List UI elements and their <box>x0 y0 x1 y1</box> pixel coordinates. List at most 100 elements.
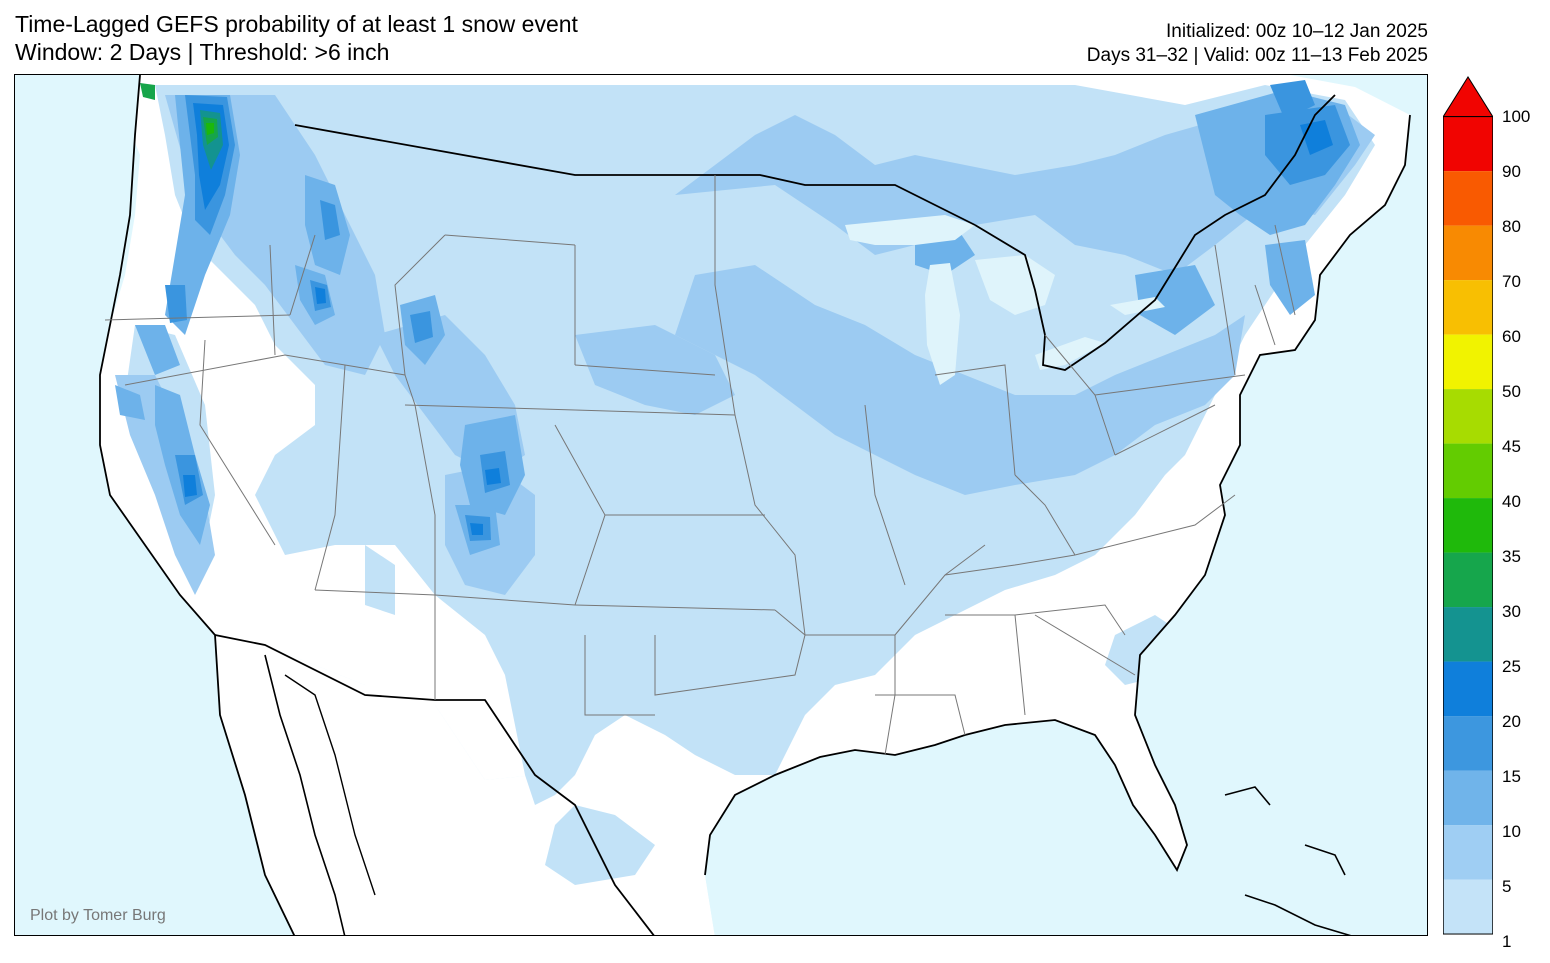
state-border-36 <box>1014 604 1126 636</box>
state-border-30 <box>1114 404 1216 456</box>
national-border-0 <box>99 75 296 935</box>
colorbar-segment-13 <box>1443 171 1493 226</box>
title-line-1: Time-Lagged GEFS probability of at least… <box>15 11 578 37</box>
chart-subtitle: Initialized: 00z 10–12 Jan 2025 Days 31–… <box>1087 20 1428 68</box>
shade-30pct-1 <box>140 83 155 100</box>
state-border-27 <box>934 364 1016 476</box>
shade-1pct-1 <box>545 805 655 885</box>
state-border-10 <box>404 404 576 411</box>
state-border-3 <box>124 354 346 386</box>
plot-credit: Plot by Tomer Burg <box>30 907 166 924</box>
ocean-mask-1 <box>705 115 1427 935</box>
init-time: Initialized: 00z 10–12 Jan 2025 <box>1166 21 1428 42</box>
colorbar-segment-11 <box>1443 280 1493 335</box>
state-border-28 <box>1014 474 1076 556</box>
shade-10pct-9 <box>1135 265 1215 335</box>
shade-5pct-5 <box>115 375 215 595</box>
shade-35pct-0 <box>206 123 214 135</box>
shade-5pct-2 <box>675 265 1245 495</box>
state-border-8 <box>444 234 576 246</box>
political-borders <box>99 75 1411 935</box>
colorbar-extend-arrow <box>1443 76 1493 118</box>
shade-1pct-4 <box>365 545 395 615</box>
land-mexico <box>215 635 654 935</box>
colorbar-outline <box>1443 116 1493 935</box>
national-border-1 <box>294 124 976 226</box>
state-border-13 <box>434 594 576 606</box>
state-border-20 <box>734 414 806 636</box>
colorbar-segment-12 <box>1443 225 1493 281</box>
state-border-2 <box>269 244 276 356</box>
national-border-2 <box>974 94 1336 371</box>
state-border-37 <box>1034 614 1136 676</box>
colorbar-segments <box>1443 76 1493 935</box>
colorbar-segment-7 <box>1443 498 1493 553</box>
state-border-38 <box>875 694 966 736</box>
colorbar-tick-label: 50 <box>1502 382 1521 401</box>
state-border-14 <box>574 364 716 376</box>
state-border-26 <box>864 404 906 586</box>
shade-20pct-4 <box>183 475 197 497</box>
chart-title: Time-Lagged GEFS probability of at least… <box>15 10 578 66</box>
colorbar-tick-label: 40 <box>1502 492 1521 511</box>
colorbar-tick-label: 100 <box>1502 107 1531 126</box>
colorbar-tick-label: 20 <box>1502 712 1521 731</box>
bahamas-coast-2 <box>1304 844 1346 876</box>
shade-5pct-6 <box>575 325 735 415</box>
shade-10pct-10 <box>135 325 180 375</box>
land-canada <box>110 75 1290 80</box>
shade-10pct-8 <box>1265 240 1315 315</box>
colorbar-segment-4 <box>1443 661 1493 717</box>
state-border-31 <box>1094 374 1246 396</box>
colorbar-tick-label: 60 <box>1502 327 1521 346</box>
colorbar-segment-14 <box>1443 116 1493 172</box>
colorbar-segment-9 <box>1443 389 1493 444</box>
map-panel <box>14 74 1428 936</box>
state-border-15 <box>574 409 736 416</box>
state-border-18 <box>574 604 776 611</box>
state-border-40 <box>584 635 655 716</box>
state-border-4 <box>199 339 276 546</box>
state-border-7 <box>394 234 446 376</box>
valid-time: Days 31–32 | Valid: 00z 11–13 Feb 2025 <box>1086 45 1428 66</box>
colorbar-tick-label: 45 <box>1502 437 1521 456</box>
colorbar-tick-label: 15 <box>1502 767 1521 786</box>
title-line-2: Window: 2 Days | Threshold: >6 inch <box>15 39 390 65</box>
lake-michigan <box>925 263 960 385</box>
state-border-12 <box>314 589 436 596</box>
colorbar-tick-label: 80 <box>1502 217 1521 236</box>
colorbar-tick-label: 5 <box>1502 877 1512 896</box>
colorbar <box>1443 76 1493 935</box>
state-border-32 <box>1214 244 1236 376</box>
lake-ontario <box>1110 297 1165 315</box>
lake-superior <box>845 215 975 245</box>
shade-15pct-9 <box>1270 80 1315 120</box>
state-border-33 <box>1254 284 1276 346</box>
shade-1pct-0 <box>155 85 1375 805</box>
state-border-25 <box>1074 494 1236 556</box>
state-border-11 <box>414 404 436 700</box>
colorbar-tick-label: 30 <box>1502 602 1521 621</box>
colorbar-segment-8 <box>1443 443 1493 499</box>
colorbar-tick-label: 90 <box>1502 162 1521 181</box>
shade-20pct-1 <box>315 287 326 304</box>
shade-20pct-3 <box>470 523 483 535</box>
cuba-coast <box>1244 894 1352 935</box>
colorbar-segment-10 <box>1443 334 1493 390</box>
baja-coast <box>264 654 346 935</box>
state-border-5 <box>314 364 346 591</box>
lake-erie <box>1035 337 1105 370</box>
colorbar-segment-2 <box>1443 770 1493 826</box>
shade-10pct-11 <box>115 385 145 420</box>
shade-15pct-7 <box>165 285 187 323</box>
state-border-1 <box>289 234 316 316</box>
state-border-0 <box>104 314 291 321</box>
national-border-4 <box>704 114 1411 876</box>
colorbar-tick-label: 70 <box>1502 272 1521 291</box>
colorbar-tick-label: 35 <box>1502 547 1521 566</box>
colorbar-tick-label: 1 <box>1502 932 1512 951</box>
lake-huron <box>975 255 1055 315</box>
colorbar-segment-5 <box>1443 607 1493 662</box>
colorbar-tick-label: 10 <box>1502 822 1521 841</box>
sonora-coast <box>284 674 376 896</box>
